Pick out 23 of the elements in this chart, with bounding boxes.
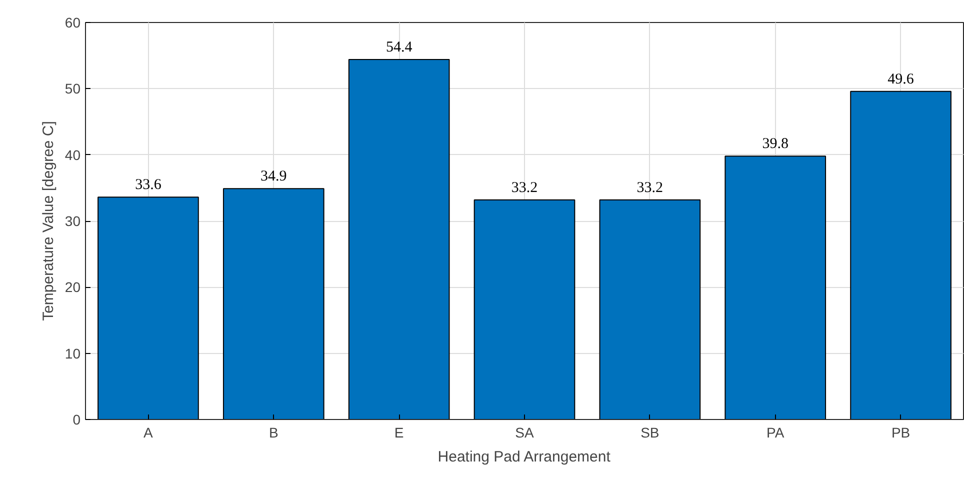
data-label: 33.2	[511, 180, 538, 196]
x-tick-label: SB	[640, 424, 660, 440]
y-tick-label: 10	[64, 345, 81, 362]
y-axis-title: Temperature Value [degree C]	[40, 121, 57, 321]
y-tick-label: 60	[64, 14, 81, 30]
x-tick-label: B	[268, 424, 278, 440]
data-label: 54.4	[386, 40, 413, 56]
y-tick-label: 40	[64, 146, 81, 163]
data-label: 34.9	[260, 168, 287, 185]
data-label: 49.6	[888, 71, 914, 88]
x-tick-label: E	[394, 424, 404, 440]
y-tick-label: 20	[64, 279, 81, 296]
data-label: 33.2	[636, 180, 664, 196]
y-tick-label: 0	[72, 412, 81, 428]
x-tick-label: PB	[891, 424, 910, 440]
data-label: 33.6	[135, 177, 162, 194]
x-tick-label: A	[144, 424, 154, 440]
x-tick-label: SA	[515, 424, 534, 440]
y-tick-label: 30	[64, 213, 81, 229]
x-axis-title: Heating Pad Arrangement	[438, 448, 612, 466]
x-tick-label: PA	[766, 424, 785, 440]
y-tick-label: 50	[64, 80, 81, 97]
data-label: 39.8	[762, 136, 788, 152]
